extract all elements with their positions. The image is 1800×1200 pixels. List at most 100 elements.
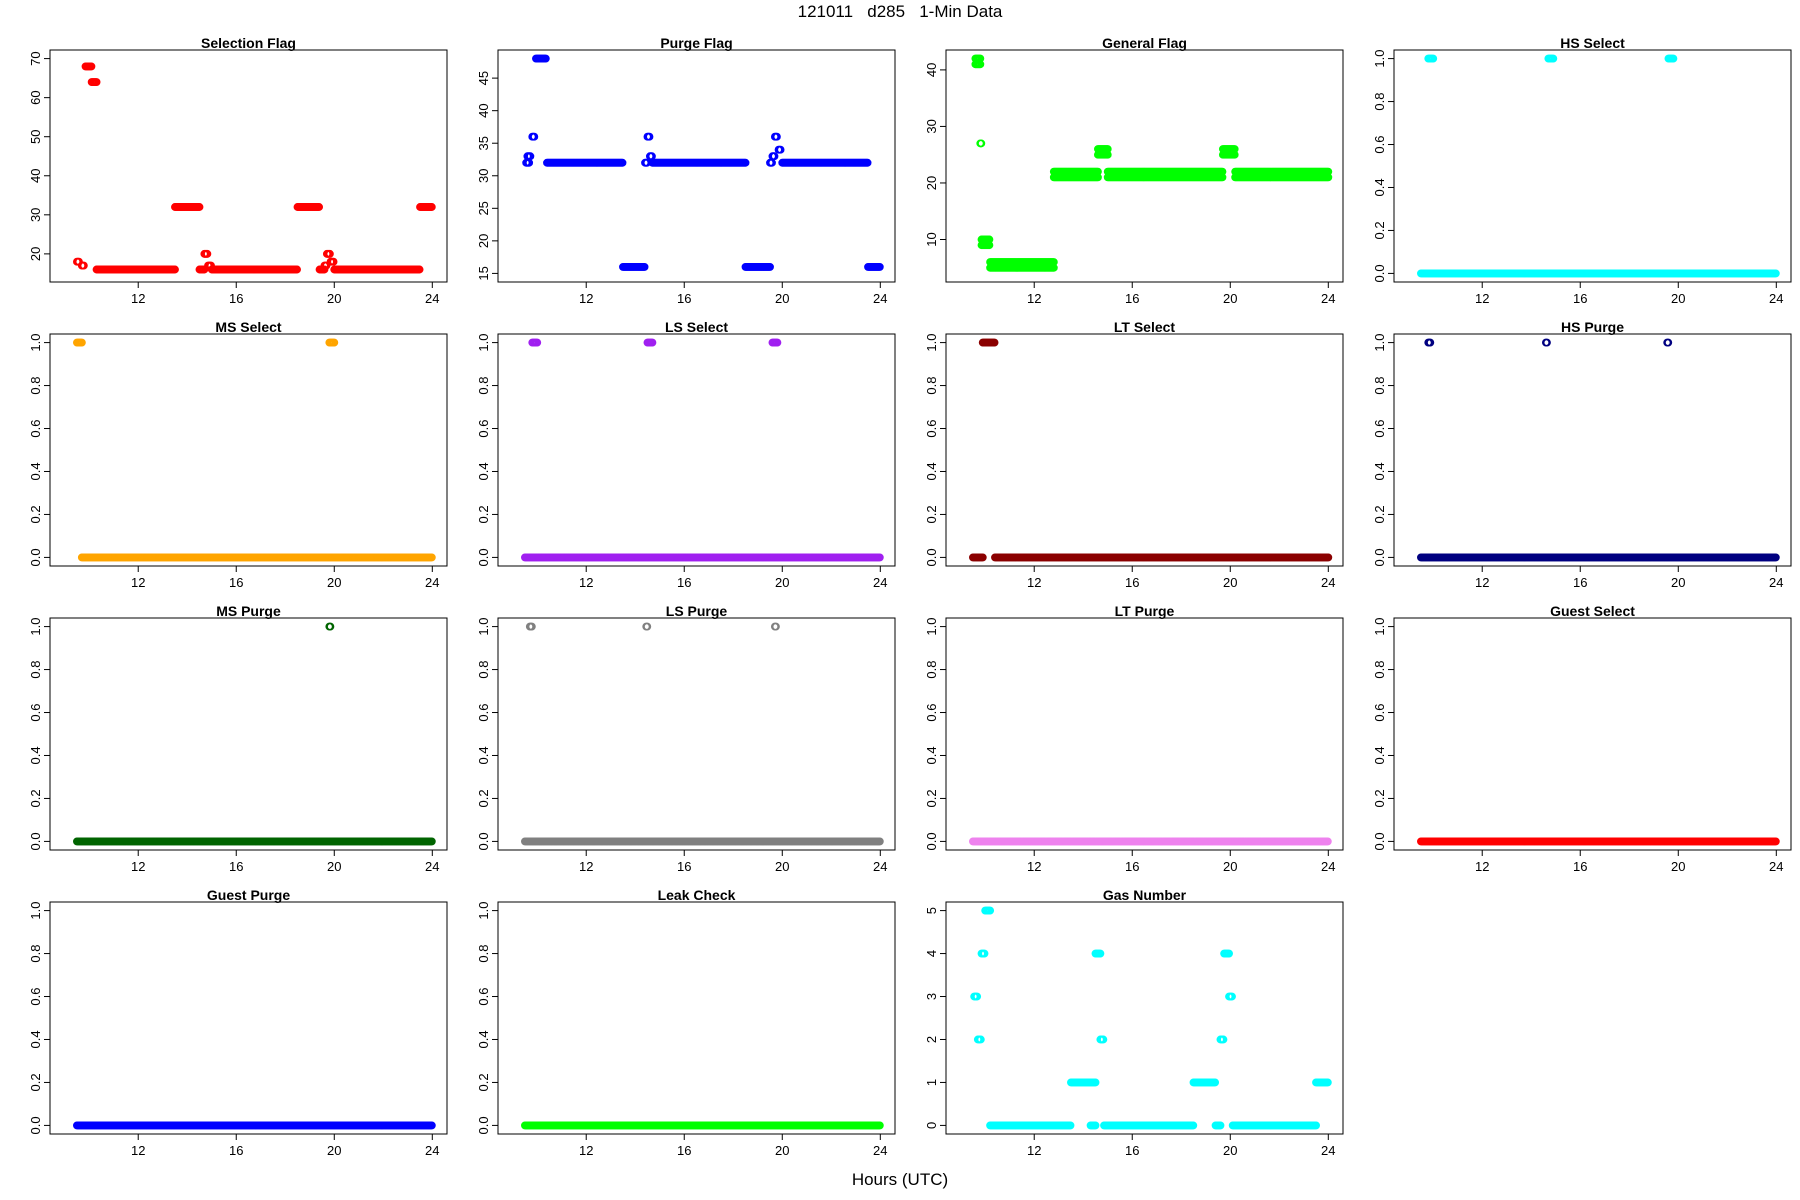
panel-title: Guest Select	[1550, 603, 1635, 619]
data-point	[770, 152, 779, 161]
data-point	[203, 249, 212, 258]
x-tick-label: 16	[229, 291, 243, 306]
y-tick-label: 0.4	[1372, 178, 1387, 196]
data-point	[977, 139, 986, 148]
data-point	[92, 78, 101, 86]
data-point	[79, 261, 88, 270]
y-tick-label: 1.0	[924, 618, 939, 636]
y-tick-label: 60	[28, 90, 43, 104]
data-point	[325, 249, 334, 258]
y-tick-label: 50	[28, 129, 43, 143]
x-tick-label: 24	[1321, 291, 1335, 306]
data-point	[863, 158, 872, 167]
data-point	[1093, 173, 1102, 182]
x-tick-label: 12	[1475, 575, 1489, 590]
y-tick-label: 1.0	[476, 334, 491, 352]
plot-frame	[497, 617, 896, 851]
plot-frame	[1393, 49, 1792, 283]
y-tick-label: 40	[28, 169, 43, 183]
x-tick-label: 12	[1027, 291, 1041, 306]
x-tick-label: 12	[131, 859, 145, 874]
x-tick-label: 20	[775, 575, 789, 590]
y-tick-label: 0.6	[28, 419, 43, 437]
data-point	[322, 261, 331, 270]
data-point	[427, 203, 436, 211]
x-tick-label: 16	[229, 575, 243, 590]
y-tick-label: 70	[28, 51, 43, 65]
y-tick-label: 0.8	[476, 377, 491, 395]
y-tick-label: 0.2	[28, 789, 43, 807]
y-tick-label: 30	[28, 208, 43, 222]
y-tick-label: 0.8	[1372, 661, 1387, 679]
y-tick-label: 0.4	[28, 462, 43, 480]
x-tick-label: 20	[1671, 575, 1685, 590]
panel-title: General Flag	[1102, 35, 1187, 51]
y-tick-label: 0.6	[1372, 419, 1387, 437]
data-point	[315, 203, 324, 211]
panel-title: LT Purge	[1115, 603, 1175, 619]
x-tick-label: 24	[873, 291, 887, 306]
y-tick-label: 20	[476, 234, 491, 248]
data-point	[320, 265, 329, 274]
plot-frame	[945, 617, 1344, 851]
y-tick-label: 15	[476, 266, 491, 280]
data-point	[618, 158, 627, 167]
plot-frame	[1393, 617, 1792, 851]
y-tick-label: 0.6	[476, 703, 491, 721]
x-tick-label: 16	[677, 575, 691, 590]
panel-title: MS Purge	[216, 603, 281, 619]
x-tick-label: 16	[229, 859, 243, 874]
y-tick-label: 45	[476, 71, 491, 85]
data-point	[87, 62, 96, 71]
panel-title: LT Select	[1114, 319, 1176, 335]
y-tick-label: 0.2	[28, 505, 43, 523]
x-tick-label: 20	[1223, 575, 1237, 590]
y-tick-label: 1.0	[28, 334, 43, 352]
x-tick-label: 20	[1671, 859, 1685, 874]
x-tick-label: 16	[1125, 859, 1139, 874]
panel-title: LS Select	[665, 319, 728, 335]
data-point	[1669, 54, 1678, 63]
y-tick-label: 0.8	[924, 661, 939, 679]
data-point	[1324, 173, 1333, 182]
plot-frame	[49, 617, 448, 851]
y-tick-label: 1.0	[476, 618, 491, 636]
data-point	[1230, 150, 1239, 159]
y-tick-label: 0.4	[1372, 746, 1387, 764]
plot-frame	[49, 49, 448, 283]
x-tick-label: 16	[1125, 291, 1139, 306]
y-tick-label: 0.2	[1372, 505, 1387, 523]
y-tick-label: 0.6	[1372, 135, 1387, 153]
x-tick-label: 12	[579, 859, 593, 874]
y-tick-label: 0.6	[1372, 703, 1387, 721]
y-tick-label: 30	[924, 119, 939, 133]
panel-title: MS Select	[215, 319, 281, 335]
x-tick-label: 12	[131, 291, 145, 306]
y-tick-label: 0.0	[28, 548, 43, 566]
x-tick-label: 20	[1223, 859, 1237, 874]
x-tick-label: 12	[1475, 859, 1489, 874]
plot-frame	[49, 333, 448, 567]
y-tick-label: 0.2	[1372, 221, 1387, 239]
data-point	[1049, 263, 1058, 272]
y-tick-label: 0.8	[476, 661, 491, 679]
data-point	[526, 152, 535, 161]
data-point	[1771, 269, 1780, 278]
data-point	[171, 265, 179, 274]
y-tick-label: 0.8	[924, 377, 939, 395]
y-tick-label: 1.0	[1372, 50, 1387, 68]
x-tick-label: 20	[327, 575, 341, 590]
data-point	[741, 158, 750, 167]
y-tick-label: 0.4	[1372, 462, 1387, 480]
data-point	[415, 265, 424, 274]
